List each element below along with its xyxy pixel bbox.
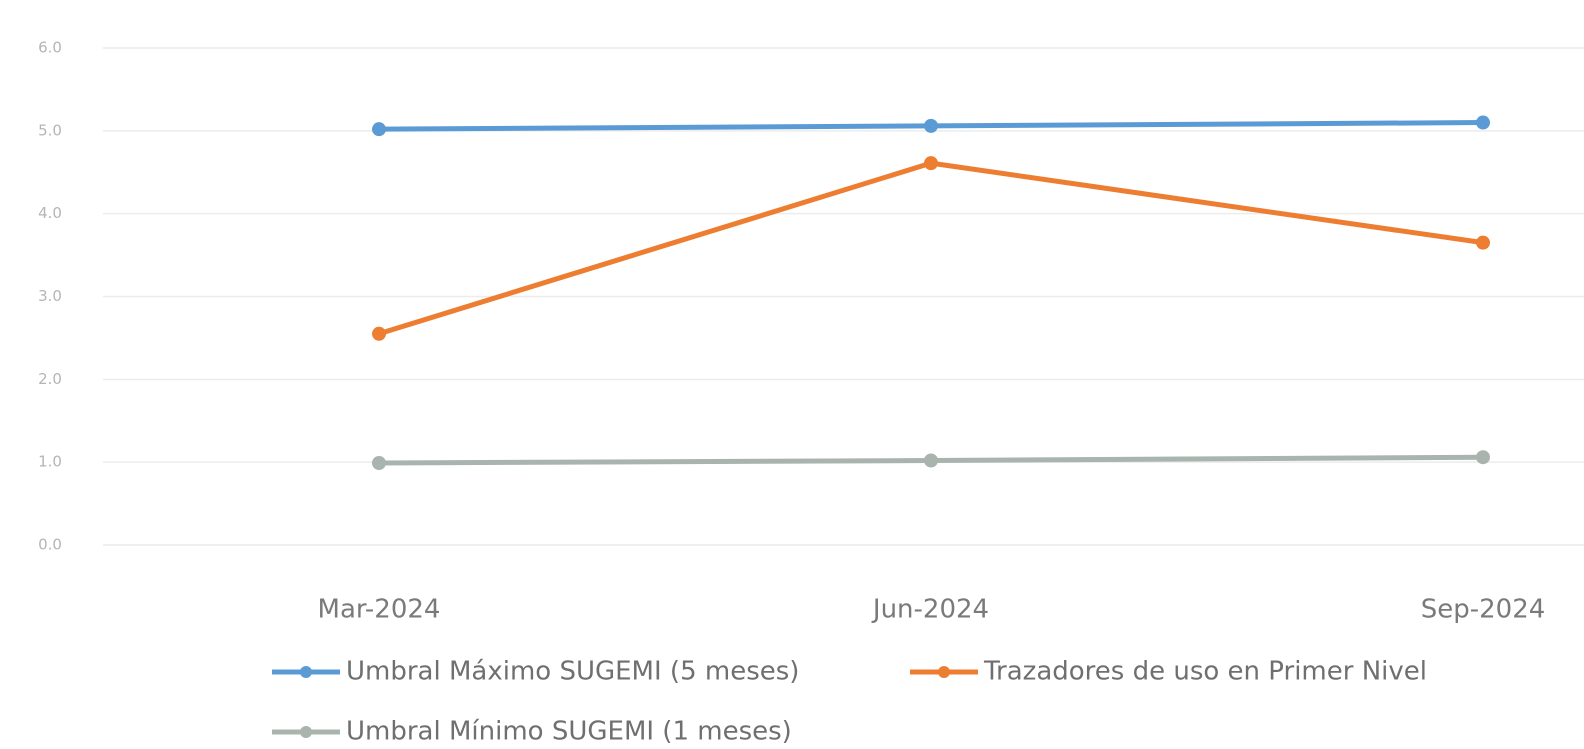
point bbox=[924, 453, 938, 468]
point bbox=[372, 122, 386, 137]
series-line bbox=[378, 160, 1484, 337]
y-tick-label: 6.0 bbox=[38, 39, 62, 57]
point bbox=[372, 326, 386, 341]
y-tick-label: 0.0 bbox=[38, 536, 62, 554]
legend-marker bbox=[300, 666, 312, 678]
y-tick-label: 4.0 bbox=[38, 204, 62, 222]
point bbox=[924, 118, 938, 133]
y-tick-label: 2.0 bbox=[38, 370, 62, 388]
point bbox=[1476, 235, 1490, 250]
point bbox=[1476, 115, 1490, 130]
x-tick-label: Mar-2024 bbox=[318, 595, 441, 625]
legend-marker bbox=[300, 726, 312, 738]
y-tick-label: 5.0 bbox=[38, 121, 62, 139]
legend-label: Umbral Mínimo SUGEMI (1 meses) bbox=[346, 717, 792, 747]
y-tick-label: 3.0 bbox=[38, 287, 62, 305]
point bbox=[924, 156, 938, 171]
point bbox=[372, 455, 386, 470]
legend-marker bbox=[938, 666, 950, 678]
point bbox=[1476, 450, 1490, 465]
legend-label: Trazadores de uso en Primer Nivel bbox=[983, 657, 1427, 687]
y-tick-label: 1.0 bbox=[38, 453, 62, 471]
x-tick-label: Jun-2024 bbox=[871, 595, 989, 625]
x-tick-label: Sep-2024 bbox=[1421, 595, 1546, 625]
legend-label: Umbral Máximo SUGEMI (5 meses) bbox=[346, 657, 799, 687]
